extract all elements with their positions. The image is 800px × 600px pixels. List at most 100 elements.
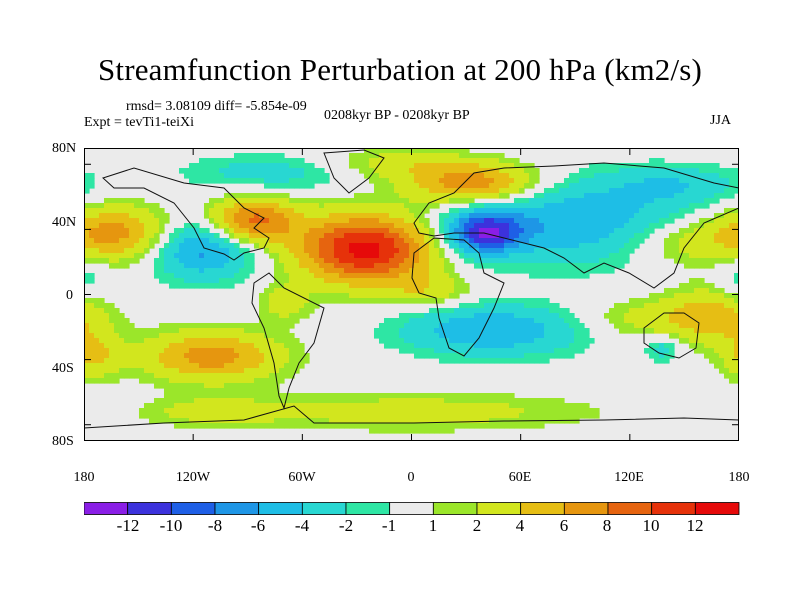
contour-cell xyxy=(599,268,605,274)
contour-cell xyxy=(344,263,350,269)
contour-cell xyxy=(124,328,130,334)
contour-cell xyxy=(229,423,235,429)
contour-cell xyxy=(419,253,425,259)
contour-cell xyxy=(529,408,535,414)
contour-cell xyxy=(159,348,165,354)
contour-cell xyxy=(229,198,235,204)
contour-cell xyxy=(289,208,295,214)
contour-cell xyxy=(374,203,380,209)
contour-cell xyxy=(284,263,290,269)
contour-cell xyxy=(649,213,655,219)
contour-cell xyxy=(289,183,295,189)
contour-cell xyxy=(279,278,285,284)
contour-cell xyxy=(149,228,155,234)
contour-cell xyxy=(699,263,705,269)
contour-cell xyxy=(239,343,245,349)
contour-cell xyxy=(454,248,460,254)
contour-cell xyxy=(204,328,210,334)
contour-cell xyxy=(534,348,540,354)
contour-cell xyxy=(734,363,739,369)
contour-cell xyxy=(319,398,325,404)
contour-cell xyxy=(379,283,385,289)
contour-cell xyxy=(399,168,405,174)
contour-cell xyxy=(624,188,630,194)
contour-cell xyxy=(199,378,205,384)
contour-cell xyxy=(314,393,320,399)
contour-cell xyxy=(234,393,240,399)
contour-cell xyxy=(144,228,150,234)
contour-cell xyxy=(724,318,730,324)
contour-cell xyxy=(384,288,390,294)
contour-cell xyxy=(649,158,655,164)
contour-cell xyxy=(619,303,625,309)
contour-cell xyxy=(154,203,160,209)
contour-cell xyxy=(399,288,405,294)
contour-cell xyxy=(199,178,205,184)
contour-cell xyxy=(464,283,470,289)
contour-cell xyxy=(364,288,370,294)
contour-cell xyxy=(129,228,135,234)
contour-cell xyxy=(269,303,275,309)
contour-cell xyxy=(719,323,725,329)
contour-cell xyxy=(354,248,360,254)
contour-cell xyxy=(409,263,415,269)
contour-cell xyxy=(189,383,195,389)
contour-cell xyxy=(174,328,180,334)
contour-cell xyxy=(419,203,425,209)
contour-cell xyxy=(159,358,165,364)
contour-cell xyxy=(699,348,705,354)
contour-cell xyxy=(644,233,650,239)
contour-cell xyxy=(629,203,635,209)
contour-cell xyxy=(289,158,295,164)
contour-cell xyxy=(554,343,560,349)
contour-cell xyxy=(644,298,650,304)
contour-cell xyxy=(534,253,540,259)
contour-cell xyxy=(389,203,395,209)
contour-cell xyxy=(339,198,345,204)
contour-cell xyxy=(554,233,560,239)
contour-cell xyxy=(209,368,215,374)
contour-cell xyxy=(249,423,255,429)
contour-cell xyxy=(459,218,465,224)
contour-cell xyxy=(404,293,410,299)
contour-cell xyxy=(454,403,460,409)
contour-cell xyxy=(349,408,355,414)
contour-cell xyxy=(624,213,630,219)
contour-cell xyxy=(559,198,565,204)
contour-cell xyxy=(379,148,385,154)
contour-cell xyxy=(254,408,260,414)
contour-cell xyxy=(129,208,135,214)
contour-cell xyxy=(209,333,215,339)
contour-cell xyxy=(689,328,695,334)
contour-cell xyxy=(634,328,640,334)
contour-cell xyxy=(649,353,655,359)
contour-cell xyxy=(589,198,595,204)
contour-cell xyxy=(369,153,375,159)
contour-cell xyxy=(524,338,530,344)
contour-cell xyxy=(184,388,190,394)
contour-cell xyxy=(399,208,405,214)
contour-cell xyxy=(409,233,415,239)
contour-cell xyxy=(654,328,660,334)
contour-cell xyxy=(449,218,455,224)
contour-cell xyxy=(124,233,130,239)
contour-cell xyxy=(364,208,370,214)
contour-cell xyxy=(214,253,220,259)
contour-cell xyxy=(509,158,515,164)
contour-cell xyxy=(109,198,115,204)
contour-cell xyxy=(169,283,175,289)
contour-cell xyxy=(349,268,355,274)
contour-cell xyxy=(374,168,380,174)
contour-cell xyxy=(489,208,495,214)
contour-cell xyxy=(699,298,705,304)
contour-cell xyxy=(99,333,105,339)
contour-cell xyxy=(509,188,515,194)
contour-cell xyxy=(489,313,495,319)
contour-cell xyxy=(534,413,540,419)
contour-cell xyxy=(204,353,210,359)
contour-cell xyxy=(459,313,465,319)
contour-cell xyxy=(84,328,90,334)
contour-cell xyxy=(149,238,155,244)
contour-cell xyxy=(274,293,280,299)
contour-cell xyxy=(304,298,310,304)
